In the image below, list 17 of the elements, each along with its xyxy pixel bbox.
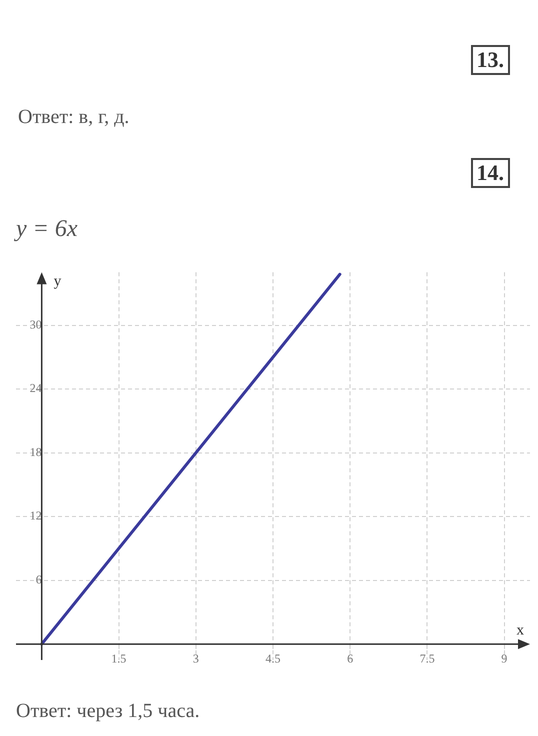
chart-title: y = 6x bbox=[16, 216, 78, 243]
y-tick-label: 24 bbox=[30, 381, 42, 396]
x-tick-label: 1.5 bbox=[111, 651, 126, 666]
y-axis-title: y bbox=[54, 274, 62, 290]
text: Ответ: в, г, д. bbox=[18, 106, 130, 129]
text: Ответ: через 1,5 часа. bbox=[16, 700, 200, 723]
text: 14. bbox=[470, 158, 510, 188]
x-tick-label: 9 bbox=[501, 651, 508, 666]
text: 13. bbox=[470, 45, 510, 75]
y-tick-label: 12 bbox=[30, 508, 42, 523]
x-tick-label: 6 bbox=[347, 651, 354, 666]
x-axis-title: x bbox=[516, 622, 524, 638]
y-tick-label: 18 bbox=[30, 444, 42, 459]
x-tick-label: 7.5 bbox=[420, 651, 435, 666]
x-tick-label: 4.5 bbox=[266, 651, 280, 666]
y-tick-label: 30 bbox=[30, 317, 42, 332]
x-tick-label: 3 bbox=[192, 651, 199, 666]
